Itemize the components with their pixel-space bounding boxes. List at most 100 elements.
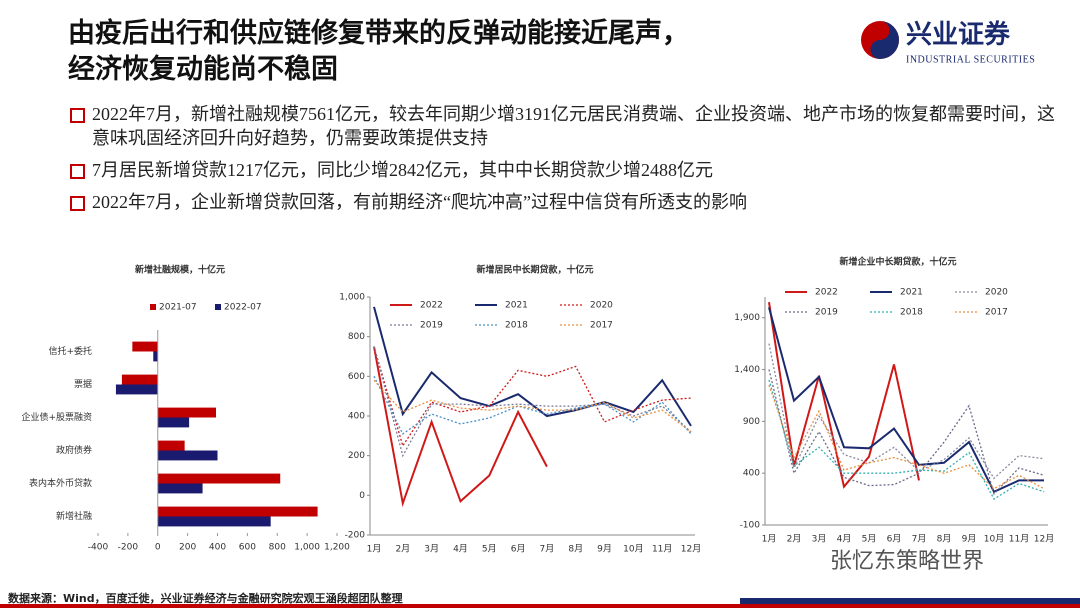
bullet: 7月居民新增贷款1217亿元，同比少增2842亿元，其中中长期贷款少增2488亿…	[70, 158, 1055, 182]
y-tick-label: 0	[359, 491, 365, 501]
series-line	[373, 346, 692, 458]
chart-title: 新增居民中长期贷款，十亿元	[476, 264, 593, 276]
x-tick-label: 5月	[862, 534, 877, 545]
bullet-text: 2022年7月，新增社融规模7561亿元，较去年同期少增3191亿元居民消费端、…	[92, 104, 1055, 148]
bar	[157, 506, 318, 517]
legend-label: 2022-07	[224, 303, 262, 313]
bullet-text: 2022年7月，企业新增贷款回落，有前期经济“爬坑冲高”过程中信贷有所透支的影响	[92, 192, 747, 212]
series-line	[768, 307, 1044, 494]
x-tick-label: 1,000	[294, 543, 320, 553]
y-tick-label: 800	[348, 332, 365, 342]
logo: 兴业证券 INDUSTRIAL SECURITIES	[861, 20, 1035, 65]
bar	[157, 450, 218, 461]
bar	[157, 417, 190, 428]
category-label: 票据	[74, 378, 92, 390]
logo-name: 兴业证券	[906, 20, 1011, 50]
x-tick-label: -200	[118, 543, 139, 553]
footer-bar	[740, 598, 1080, 604]
x-tick-label: 1月	[367, 544, 382, 555]
title: 由疫后出行和供应链修复带来的反弹动能接近尾声， 经济恢复动能尚不稳固	[68, 16, 689, 88]
y-tick-label: 1,900	[734, 313, 760, 323]
x-tick-label: 3月	[424, 544, 439, 555]
x-tick-label: 600	[239, 543, 256, 553]
y-tick-label: 1,400	[734, 365, 760, 375]
series-line	[373, 379, 692, 433]
category-label: 信托+委托	[48, 345, 92, 357]
bullet: 2022年7月，企业新增贷款回落，有前期经济“爬坑冲高”过程中信贷有所透支的影响	[70, 190, 1055, 214]
x-tick-label: 1月	[762, 534, 777, 545]
x-tick-label: 8月	[568, 544, 583, 555]
x-tick-label: 6月	[887, 534, 902, 545]
footer-bar	[0, 604, 1080, 608]
legend-swatch	[215, 304, 221, 310]
chart-title: 新增企业中长期贷款，十亿元	[839, 256, 956, 268]
x-tick-label: 5月	[482, 544, 497, 555]
legend-label: 2018	[900, 308, 923, 318]
x-tick-label: 3月	[812, 534, 827, 545]
x-tick-label: 200	[179, 543, 196, 553]
series-line	[768, 369, 1045, 496]
chart-title: 新增社融规模，十亿元	[135, 264, 225, 276]
x-tick-label: 1,200	[324, 543, 350, 553]
bar	[157, 473, 281, 484]
legend-label: 2022	[815, 288, 838, 298]
y-tick-label: -200	[345, 531, 366, 541]
x-tick-label: 4月	[837, 534, 852, 545]
bar	[157, 440, 185, 451]
x-tick-label: 12月	[681, 544, 701, 555]
x-tick-label: 400	[209, 543, 226, 553]
bar	[157, 407, 217, 418]
legend-label: 2018	[505, 321, 528, 331]
series-line	[768, 379, 1045, 501]
x-tick-label: 9月	[597, 544, 612, 555]
bar	[157, 483, 203, 494]
category-label: 企业债+股票融资	[21, 411, 92, 423]
x-tick-label: 10月	[623, 544, 643, 555]
legend-swatch	[150, 304, 156, 310]
x-tick-label: 8月	[937, 534, 952, 545]
bar	[121, 374, 158, 385]
y-tick-label: 1,000	[339, 293, 365, 303]
bar	[132, 341, 158, 352]
x-tick-label: 11月	[652, 544, 672, 555]
x-tick-label: 7月	[540, 544, 555, 555]
y-tick-label: 400	[348, 412, 365, 422]
y-tick-label: -100	[740, 521, 761, 531]
x-tick-label: 9月	[962, 534, 977, 545]
legend-label: 2021	[900, 288, 923, 298]
category-label: 新增社融	[56, 510, 92, 522]
x-tick-label: 4月	[453, 544, 468, 555]
x-tick-label: 0	[155, 543, 161, 553]
bullet: 2022年7月，新增社融规模7561亿元，较去年同期少增3191亿元居民消费端、…	[70, 102, 1055, 150]
series-line	[768, 384, 1045, 490]
footer: 数据来源：Wind，百度迁徙，兴业证券经济与金融研究院宏观王涵段超团队整理	[8, 592, 403, 605]
x-tick-label: 11月	[1009, 534, 1029, 545]
x-tick-label: 2月	[395, 544, 410, 555]
legend-label: 2017	[985, 308, 1008, 318]
bar	[157, 516, 271, 527]
logo-mark	[870, 21, 899, 59]
series-line	[373, 376, 692, 435]
legend-label: 2017	[590, 321, 613, 331]
x-tick-label: 6月	[511, 544, 526, 555]
x-tick-label: 800	[269, 543, 286, 553]
legend-label: 2022	[420, 301, 443, 311]
y-tick-label: 400	[743, 469, 760, 479]
watermark: 张忆东策略世界	[830, 549, 985, 574]
title-line: 由疫后出行和供应链修复带来的反弹动能接近尾声，	[68, 18, 689, 49]
bullet-text: 7月居民新增贷款1217亿元，同比少增2842亿元，其中中长期贷款少增2488亿…	[92, 160, 713, 180]
logo-sub: INDUSTRIAL SECURITIES	[906, 54, 1035, 65]
category-label: 政府债券	[56, 444, 92, 456]
legend-label: 2019	[420, 321, 443, 331]
legend-label: 2021-07	[159, 303, 197, 313]
bar	[115, 384, 158, 395]
x-tick-label: 2月	[787, 534, 802, 545]
y-tick-label: 600	[348, 372, 365, 382]
x-tick-label: 10月	[984, 534, 1004, 545]
legend-label: 2021	[505, 301, 528, 311]
x-tick-label: 12月	[1034, 534, 1054, 545]
x-tick-label: -400	[88, 543, 109, 553]
x-tick-label: 7月	[912, 534, 927, 545]
